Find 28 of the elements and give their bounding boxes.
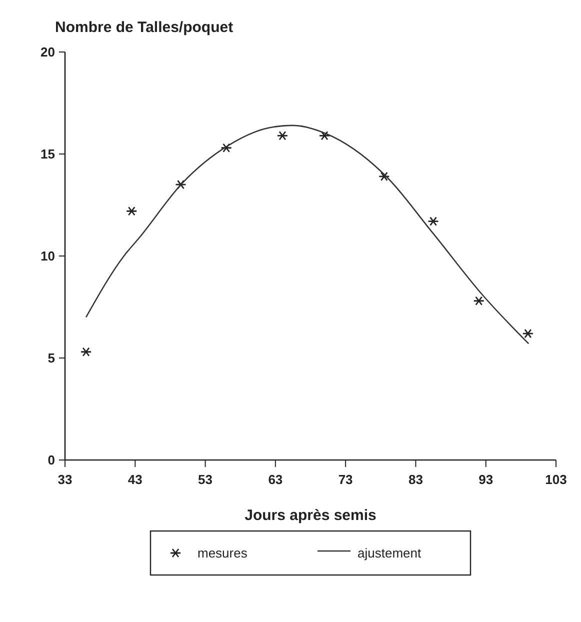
x-tick-label: 43 — [128, 472, 142, 487]
point — [522, 328, 534, 338]
y-tick-label: 5 — [48, 350, 55, 366]
y-axis-title: Nombre de Talles/poquet — [55, 19, 234, 36]
y-tick-label: 20 — [40, 44, 55, 60]
point — [318, 130, 330, 140]
point — [175, 180, 186, 190]
line-series — [85, 124, 530, 344]
point — [80, 347, 92, 357]
x-tick-label: 33 — [58, 472, 72, 487]
point — [220, 143, 232, 153]
x-tick-label: 73 — [338, 472, 353, 487]
x-tick-label: 93 — [478, 472, 494, 487]
y-tick-label: 10 — [40, 248, 55, 264]
legend-label: mesures — [198, 546, 248, 561]
point — [276, 130, 288, 140]
point — [378, 172, 390, 182]
point — [428, 216, 439, 226]
point — [126, 206, 138, 216]
x-tick-label: 53 — [198, 472, 213, 487]
point — [473, 296, 485, 306]
y-tick-label: 15 — [40, 146, 55, 162]
x-axis-title: Jours après semis — [244, 507, 376, 524]
x-tick-label: 63 — [268, 472, 283, 487]
y-tick-label: 0 — [48, 452, 55, 468]
x-tick-label: 103 — [545, 472, 567, 487]
legend-label: ajustement — [358, 546, 422, 561]
x-tick-label: 83 — [408, 472, 423, 487]
